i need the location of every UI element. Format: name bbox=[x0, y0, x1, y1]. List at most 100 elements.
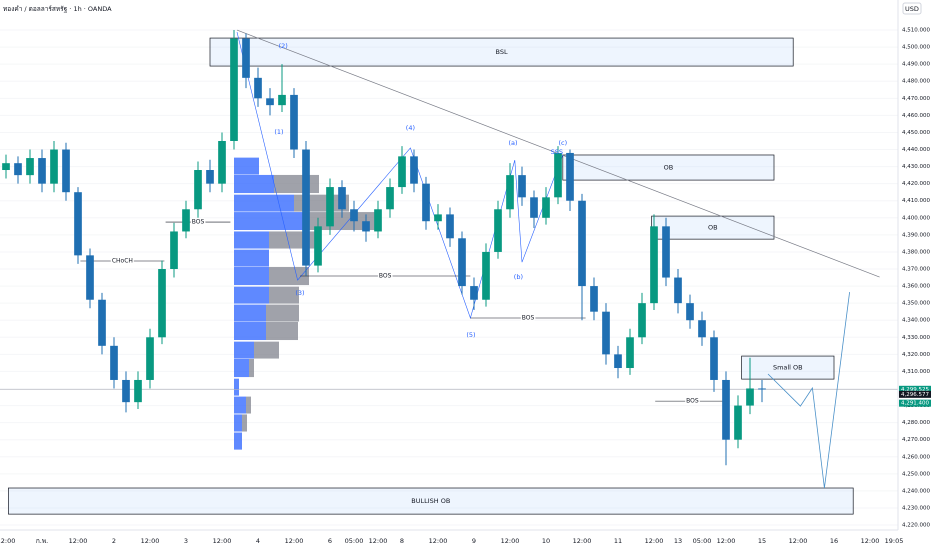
candle-body bbox=[254, 77, 262, 99]
price-tag bbox=[899, 399, 931, 407]
y-tick-label: 4,420.000 bbox=[902, 181, 930, 187]
x-tick-label: 12:00 bbox=[285, 537, 304, 545]
candle-body bbox=[302, 149, 310, 266]
volume-up bbox=[234, 212, 309, 231]
zone bbox=[209, 37, 794, 67]
x-tick-label: 12:00 bbox=[789, 537, 808, 545]
candle-body bbox=[698, 320, 706, 338]
y-tick-label: 4,330.000 bbox=[902, 335, 930, 341]
candle-body bbox=[266, 98, 274, 106]
x-tick-label: 12:00 bbox=[0, 537, 15, 545]
y-tick-label: 4,400.000 bbox=[902, 215, 930, 221]
zone-label: BULLISH OB bbox=[411, 497, 450, 505]
candle-body bbox=[182, 209, 190, 232]
volume-down bbox=[254, 341, 279, 359]
candle-body bbox=[506, 175, 514, 210]
x-tick-label: 3 bbox=[184, 537, 188, 545]
candle-body bbox=[230, 38, 238, 141]
y-tick-label: 4,360.000 bbox=[902, 284, 930, 290]
wave-label: (c) bbox=[558, 139, 567, 147]
y-tick-label: 4,320.000 bbox=[902, 352, 930, 358]
candle-body bbox=[86, 255, 94, 300]
volume-up bbox=[234, 341, 254, 359]
candle-body bbox=[242, 38, 250, 78]
candle-body bbox=[422, 183, 430, 222]
candle-body bbox=[602, 311, 610, 355]
candle-body bbox=[170, 231, 178, 270]
candle-body bbox=[362, 221, 370, 232]
y-tick-label: 4,260.000 bbox=[902, 454, 930, 460]
x-tick-label: 4 bbox=[256, 537, 260, 545]
x-tick-label: 12:00 bbox=[429, 537, 448, 545]
candle-body bbox=[578, 200, 586, 287]
wave-label: (2) bbox=[279, 42, 288, 50]
candle-body bbox=[482, 251, 490, 300]
x-tick-label: 11 bbox=[614, 537, 622, 545]
volume-down bbox=[249, 358, 254, 378]
x-tick-label: 2 bbox=[112, 537, 116, 545]
candle-body bbox=[206, 170, 214, 184]
level-label: BOS bbox=[522, 315, 535, 322]
zone bbox=[8, 487, 854, 515]
candle-body bbox=[98, 299, 106, 346]
y-tick-label: 4,350.000 bbox=[902, 301, 930, 307]
y-tick-label: 4,450.000 bbox=[902, 130, 930, 136]
y-tick-label: 4,340.000 bbox=[902, 318, 930, 324]
x-tick-label: 10 bbox=[542, 537, 550, 545]
candle-body bbox=[674, 277, 682, 304]
wave-label: (4) bbox=[406, 124, 415, 132]
plot-area: BSL OB OB Small OB BULLISH OB CHoCH BOS BOS BOS B… bbox=[0, 29, 898, 526]
y-tick-label: 4,220.000 bbox=[902, 523, 930, 529]
price-axis-bg bbox=[898, 0, 932, 550]
candle-body bbox=[62, 149, 70, 193]
candle-body bbox=[74, 192, 82, 256]
volume-down bbox=[269, 286, 299, 304]
candle-body bbox=[26, 158, 34, 176]
y-tick-label: 4,230.000 bbox=[902, 505, 930, 511]
y-tick-label: 4,280.000 bbox=[902, 420, 930, 426]
candle-body bbox=[722, 379, 730, 440]
candle-body bbox=[494, 209, 502, 252]
volume-up bbox=[234, 174, 274, 194]
candle-body bbox=[374, 209, 382, 232]
candle-body bbox=[746, 388, 754, 406]
zone bbox=[741, 355, 835, 380]
candle-body bbox=[350, 209, 358, 222]
x-tick-label: 12:00 bbox=[717, 537, 736, 545]
candle-body bbox=[710, 337, 718, 380]
y-tick-label: 4,410.000 bbox=[902, 198, 930, 204]
volume-up bbox=[234, 249, 269, 267]
zone-label: BSL bbox=[496, 48, 508, 56]
candle-body bbox=[278, 94, 286, 106]
wave-label: (a) bbox=[508, 139, 517, 147]
x-tick-label: 8 bbox=[400, 537, 404, 545]
currency-box[interactable] bbox=[902, 2, 922, 15]
candle-body bbox=[638, 303, 646, 338]
y-tick-label: 4,380.000 bbox=[902, 249, 930, 255]
x-tick-label: 12:00 bbox=[861, 537, 880, 545]
x-tick-label: 12:00 bbox=[369, 537, 388, 545]
candle-body bbox=[626, 337, 634, 369]
volume-up bbox=[234, 157, 259, 175]
y-tick-label: 4,480.000 bbox=[902, 79, 930, 85]
candle-body bbox=[530, 197, 538, 218]
candle-body bbox=[470, 286, 478, 300]
projection bbox=[767, 292, 850, 489]
candle-body bbox=[518, 175, 526, 198]
wave-label: (b) bbox=[514, 273, 523, 281]
x-tick-label: 05:00 bbox=[345, 537, 364, 545]
candle-body bbox=[110, 345, 118, 380]
wave-label: (5) bbox=[466, 331, 475, 339]
candle-body bbox=[146, 337, 154, 380]
chart-title: ทองคำ / ดอลลาร์สหรัฐ · 1h · OANDA bbox=[3, 5, 112, 13]
x-tick-label: 15 bbox=[758, 537, 766, 545]
currency: USD bbox=[905, 5, 919, 13]
wave-label: SSS bbox=[551, 148, 563, 156]
candle-body bbox=[50, 149, 58, 184]
candle-body bbox=[314, 226, 322, 266]
volume-up bbox=[234, 396, 246, 414]
candle-body bbox=[386, 187, 394, 210]
y-tick-label: 4,470.000 bbox=[902, 96, 930, 102]
candle-body bbox=[410, 156, 418, 184]
volume-up bbox=[234, 358, 249, 378]
